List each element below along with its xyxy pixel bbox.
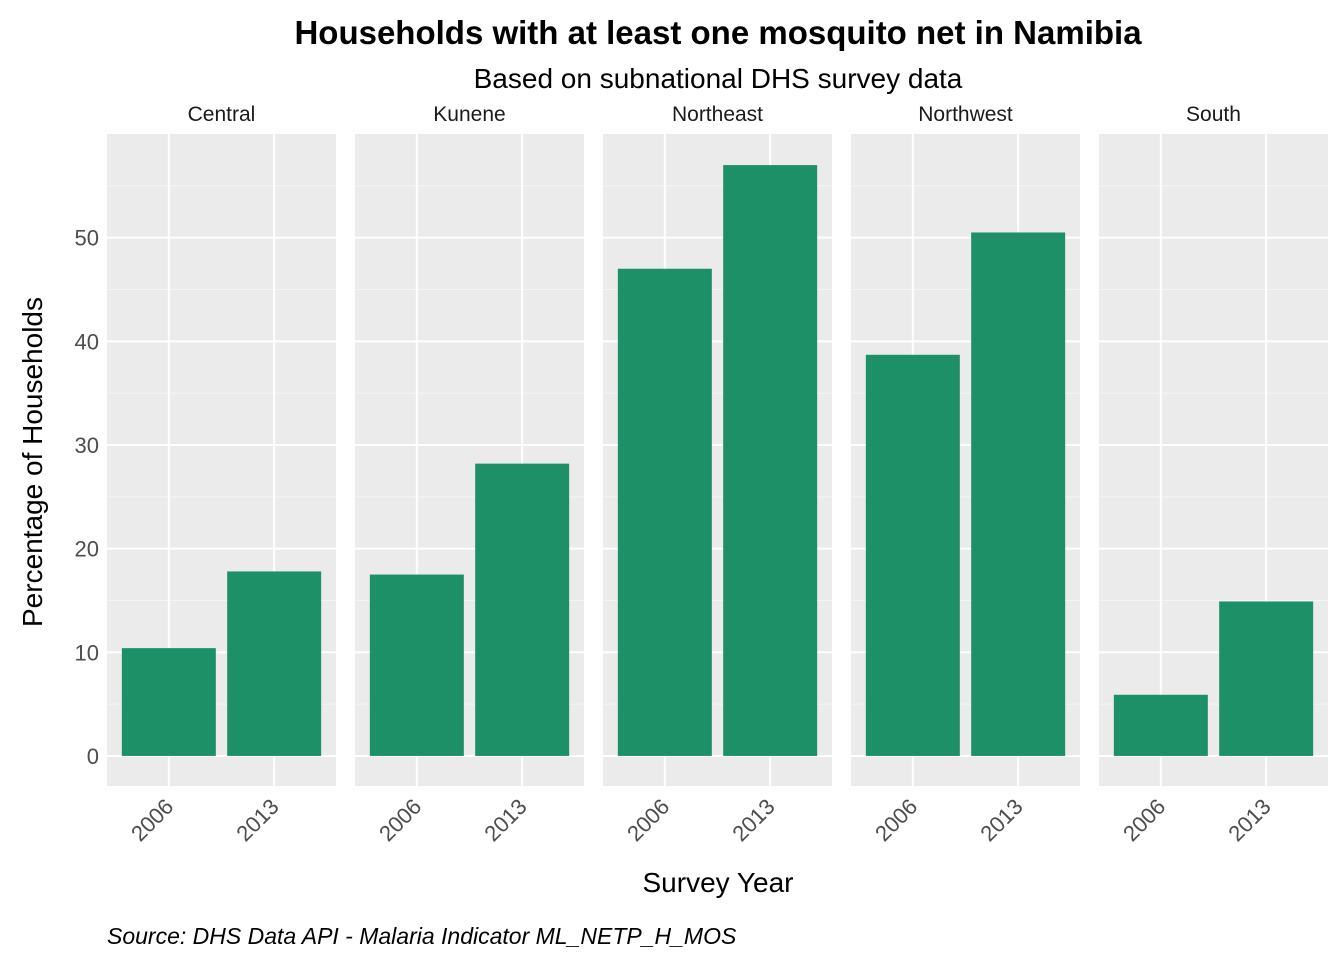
chart-caption: Source: DHS Data API - Malaria Indicator… (107, 923, 737, 949)
x-tick-label: 2013 (727, 794, 779, 846)
bar-central-2013 (227, 571, 322, 756)
x-tick-label: 2006 (374, 794, 426, 846)
x-tick-label: 2013 (231, 794, 283, 846)
bar-northeast-2006 (617, 268, 712, 756)
facet-panel: Kunene 2006 2013 (355, 103, 584, 846)
bar-northwest-2006 (865, 354, 960, 756)
facet-label: Northeast (672, 103, 763, 126)
bar-central-2006 (121, 648, 216, 756)
y-axis-title: Percentage of Households (17, 297, 48, 627)
facet-label: Central (188, 103, 256, 126)
bar-south-2006 (1113, 694, 1208, 756)
y-tick-label: 50 (75, 226, 99, 251)
x-tick-label: 2006 (1118, 794, 1170, 846)
x-tick-label: 2006 (870, 794, 922, 846)
facet-panel: Northwest 2006 2013 (851, 103, 1080, 846)
x-tick-label: 2006 (622, 794, 674, 846)
y-tick-label: 20 (75, 537, 99, 562)
chart-subtitle: Based on subnational DHS survey data (474, 63, 963, 94)
x-tick-label: 2013 (975, 794, 1027, 846)
y-tick-label: 10 (75, 640, 99, 665)
y-axis: 0 10 20 30 40 50 (75, 226, 99, 769)
y-tick-label: 40 (75, 329, 99, 354)
x-tick-label: 2013 (1223, 794, 1275, 846)
facet-label: Kunene (433, 103, 505, 126)
x-tick-label: 2013 (479, 794, 531, 846)
bar-kunene-2013 (475, 463, 570, 756)
facet-panel: South 2006 2013 (1099, 103, 1328, 846)
facet-label: Northwest (918, 103, 1013, 126)
facet-panel: Northeast 2006 2013 (603, 103, 832, 846)
bar-northeast-2013 (723, 165, 818, 756)
chart-title: Households with at least one mosquito ne… (294, 14, 1142, 51)
bar-south-2013 (1219, 601, 1314, 756)
x-axis-title: Survey Year (643, 867, 794, 898)
bar-kunene-2006 (369, 574, 464, 756)
x-tick-label: 2006 (126, 794, 178, 846)
y-tick-label: 30 (75, 433, 99, 458)
facet-panels: Central 2006 2013 Kunene 2006 2013 Northeast 20… (107, 103, 1328, 846)
facet-label: South (1186, 103, 1241, 126)
bar-northwest-2013 (971, 232, 1066, 756)
y-tick-label: 0 (87, 744, 99, 769)
facet-panel: Central 2006 2013 (107, 103, 336, 846)
